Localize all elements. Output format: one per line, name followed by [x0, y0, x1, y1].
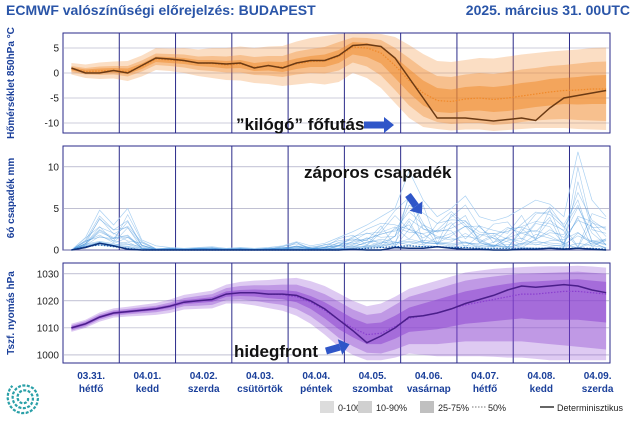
panel-frame — [62, 145, 611, 251]
forecast-date: 2025. március 31. 00UTC — [465, 2, 630, 18]
y-tick-label: 0 — [53, 69, 59, 80]
legend-label: 50% — [488, 403, 506, 413]
band-25-75 — [71, 42, 607, 113]
logo-icon — [6, 384, 40, 415]
arrow-shaft — [325, 343, 341, 355]
ensemble-member-line — [71, 167, 607, 251]
annotation-arrow-temp — [364, 117, 394, 133]
y-tick-label: -10 — [45, 119, 60, 130]
day-date-label: 04.08. — [527, 371, 555, 382]
day-date-label: 04.03. — [246, 371, 274, 382]
day-date-label: 04.02. — [190, 371, 218, 382]
y-tick-label: 10 — [48, 162, 60, 173]
annotation-arrow-pressure — [325, 339, 350, 355]
ensemble-member-line — [71, 196, 607, 251]
deterministic-line — [71, 242, 607, 251]
day-name-label: szerda — [582, 384, 614, 395]
legend-swatch — [358, 401, 372, 413]
y-tick-label: 0 — [53, 246, 59, 257]
arrow-head — [384, 117, 394, 133]
chart-title: ECMWF valószínűségi előrejelzés: BUDAPES… — [6, 2, 316, 18]
legend-label: 0-100% — [338, 403, 369, 413]
legend-label: Determinisztikus — [557, 403, 624, 413]
ensemble-member-line — [71, 199, 607, 251]
ensemble-member-line — [71, 181, 607, 251]
day-date-label: 04.05. — [359, 371, 387, 382]
y-tick-label: 1000 — [37, 350, 60, 361]
annotation-cold-front: hidegfront — [234, 342, 318, 361]
deterministic-line — [71, 43, 607, 122]
y-tick-label: 1020 — [37, 296, 60, 307]
day-date-label: 04.06. — [415, 371, 443, 382]
day-date-label: 04.01. — [134, 371, 162, 382]
annotation-outlier-run: ”kilógó” főfutás — [236, 115, 364, 134]
panel-frame — [62, 32, 611, 134]
panel-0: -10 -5 0 5 Hőmérséklet 850hPa °C — [6, 27, 611, 139]
arrow-shaft — [405, 192, 419, 209]
y-axis-label: Hőmérséklet 850hPa °C — [6, 27, 17, 139]
day-date-label: 04.07. — [471, 371, 499, 382]
y-tick-label: 1010 — [37, 323, 60, 334]
y-tick-label: 5 — [53, 204, 59, 215]
y-axis-label: 6ó csapadék mm — [6, 158, 17, 239]
y-tick-label: 1030 — [37, 269, 60, 280]
logo-swirl — [6, 384, 40, 415]
legend-swatch — [320, 401, 334, 413]
ensemble-member-line — [71, 196, 607, 251]
annotation-arrow-precip — [405, 192, 423, 215]
day-name-label: péntek — [300, 384, 333, 395]
band-25-75 — [71, 279, 607, 345]
day-name-label: csütörtök — [237, 384, 283, 395]
day-name-label: szerda — [188, 384, 220, 395]
day-name-label: kedd — [530, 384, 553, 395]
day-date-label: 04.09. — [584, 371, 612, 382]
arrow-head — [409, 201, 423, 215]
max-line — [71, 151, 607, 251]
deterministic-line — [71, 283, 607, 344]
day-date-label: 04.04. — [302, 371, 330, 382]
legend-label: 25-75% — [438, 403, 469, 413]
day-name-label: szombat — [352, 384, 393, 395]
arrow-head — [337, 339, 350, 355]
legend: 0-100% 10-90% 25-75% 50% Determinisztikus — [320, 401, 624, 413]
legend-label: 10-90% — [376, 403, 407, 413]
legend-swatch — [420, 401, 434, 413]
day-name-label: vasárnap — [407, 384, 451, 395]
annotation-showers: záporos csapadék — [304, 163, 452, 182]
day-name-label: hétfő — [473, 384, 497, 395]
day-name-label: hétfő — [79, 384, 103, 395]
day-date-label: 03.31. — [77, 371, 105, 382]
day-name-label: kedd — [136, 384, 159, 395]
y-axis-label: Tszf. nyomás hPa — [6, 271, 17, 355]
y-tick-label: -5 — [50, 94, 59, 105]
panel-1: 0 5 10 6ó csapadék mm — [6, 145, 611, 257]
y-tick-label: 5 — [53, 44, 59, 55]
